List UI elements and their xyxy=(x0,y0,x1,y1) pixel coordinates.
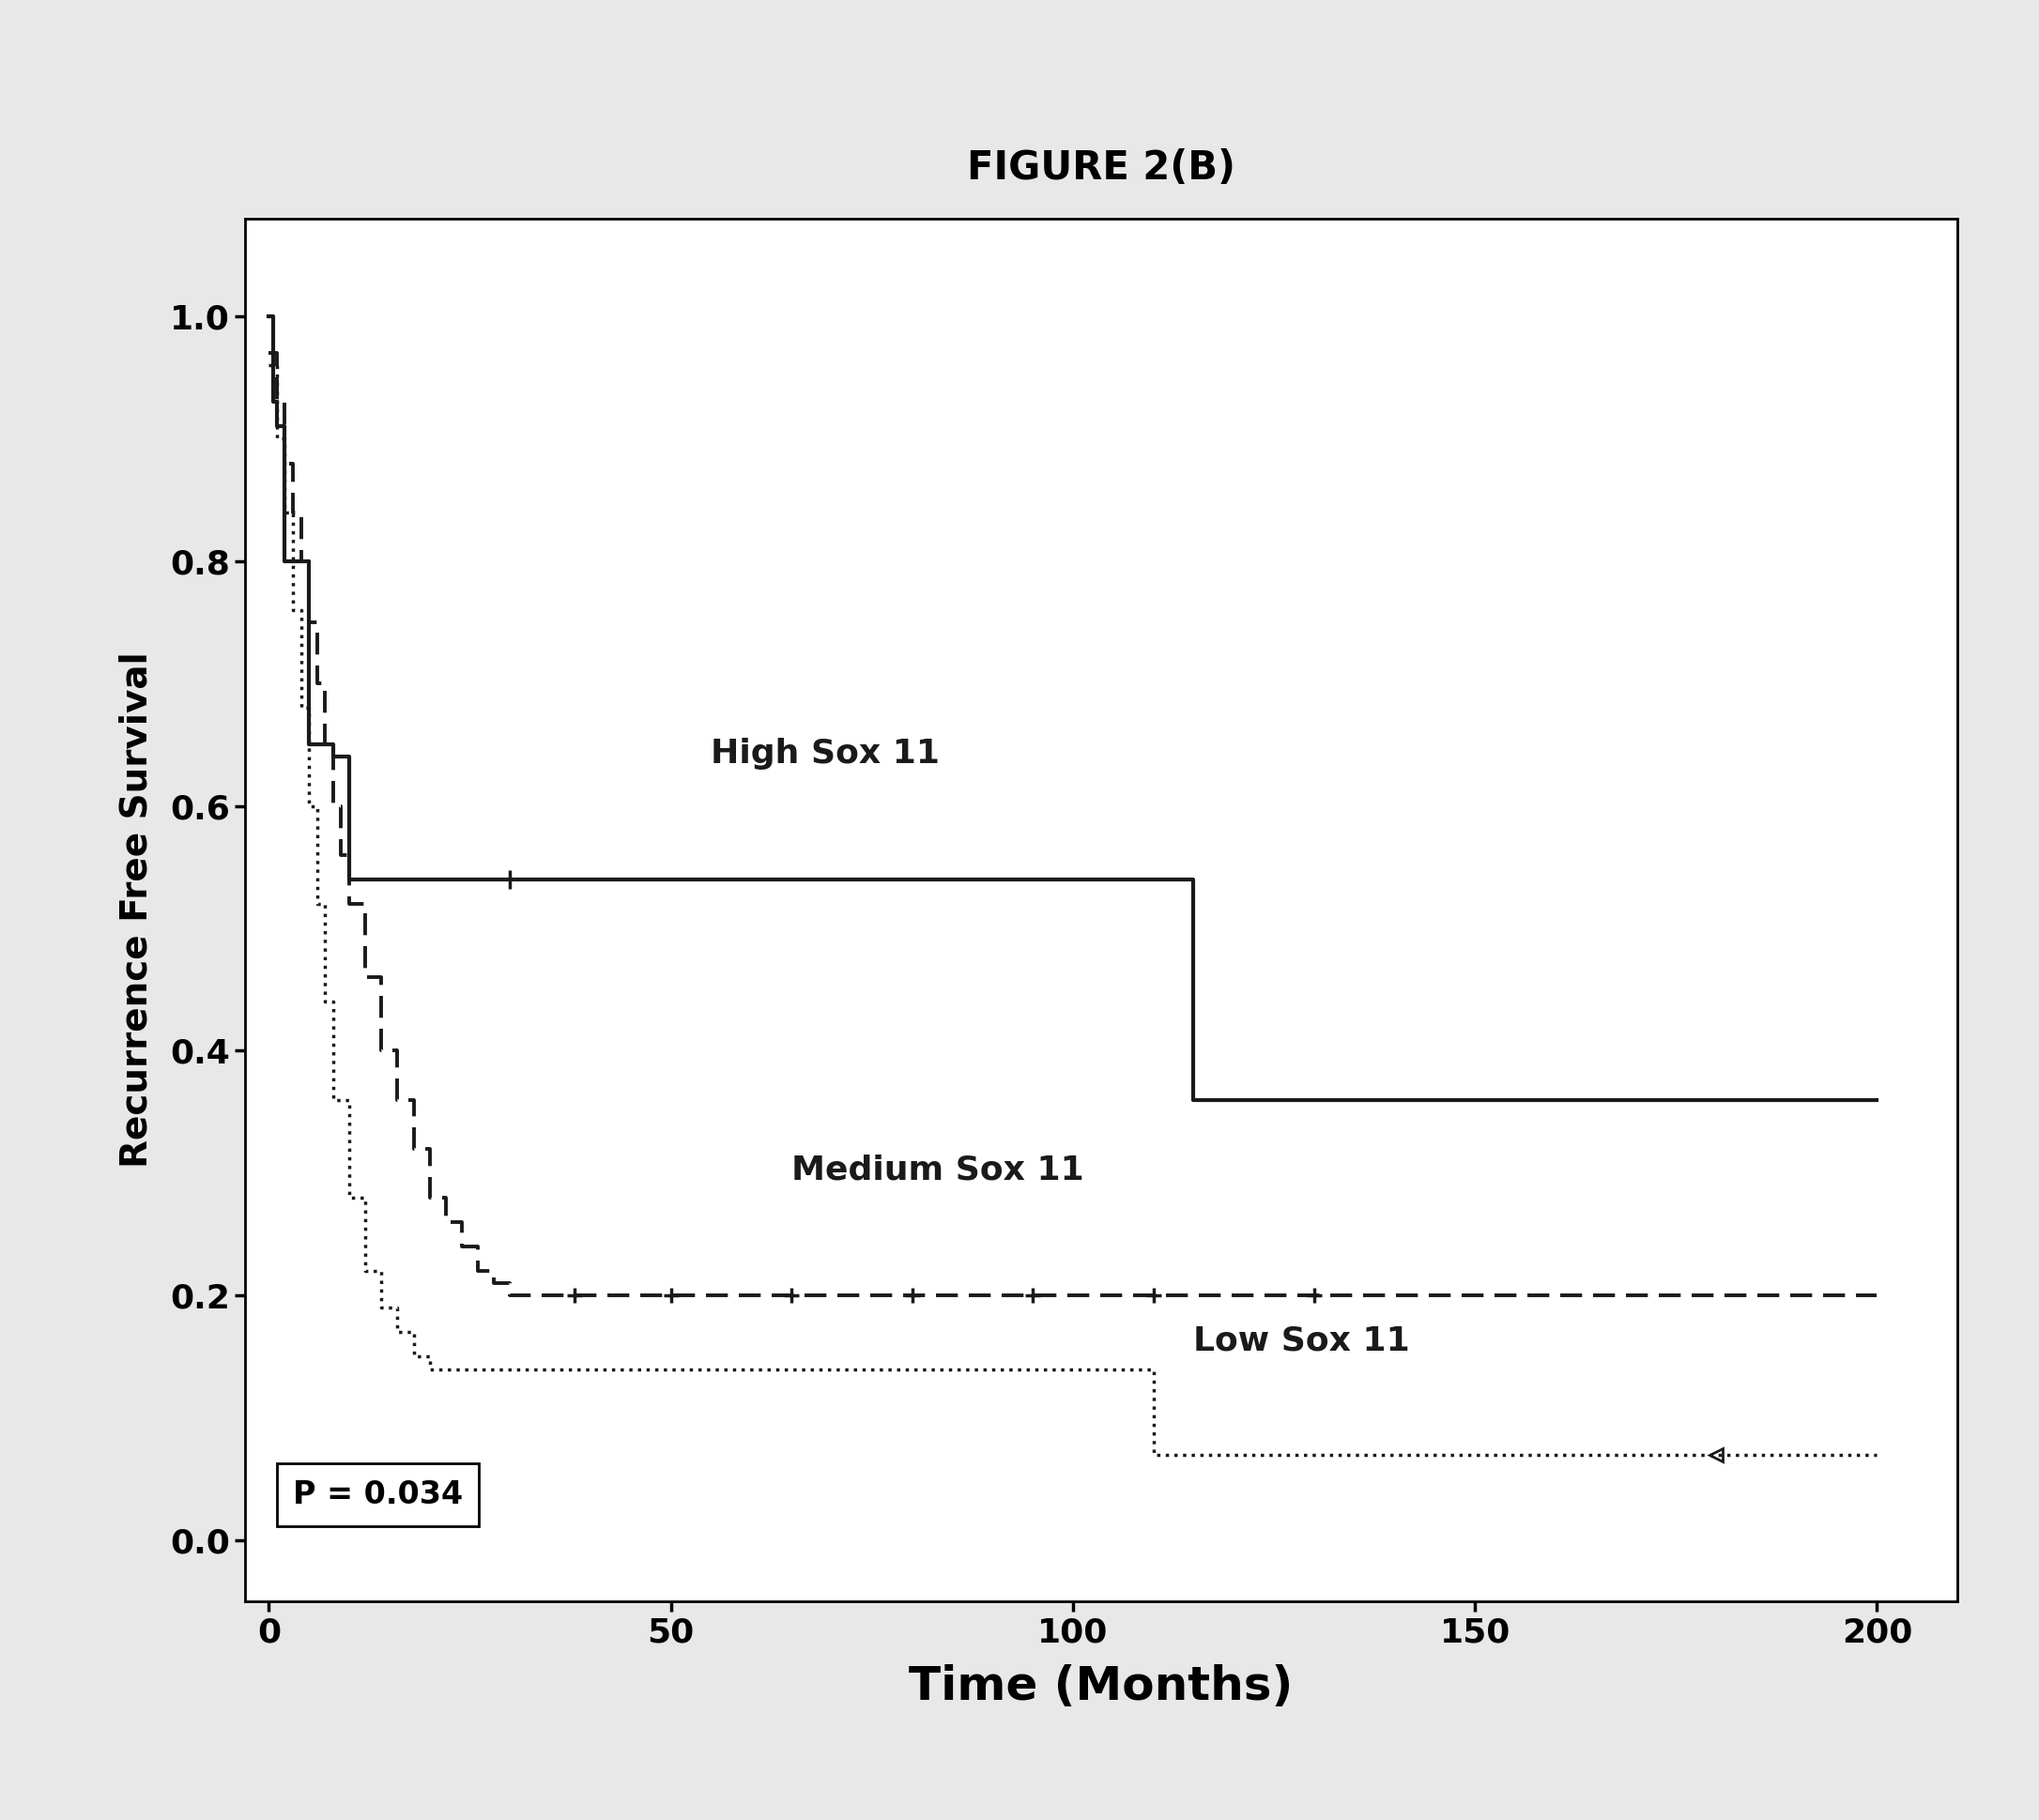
X-axis label: Time (Months): Time (Months) xyxy=(909,1663,1293,1709)
Text: P = 0.034: P = 0.034 xyxy=(294,1480,463,1511)
Y-axis label: Recurrence Free Survival: Recurrence Free Survival xyxy=(118,652,155,1168)
Text: High Sox 11: High Sox 11 xyxy=(712,737,940,770)
Text: Low Sox 11: Low Sox 11 xyxy=(1193,1325,1411,1358)
Title: FIGURE 2(B): FIGURE 2(B) xyxy=(966,147,1236,187)
Text: Medium Sox 11: Medium Sox 11 xyxy=(791,1154,1085,1187)
